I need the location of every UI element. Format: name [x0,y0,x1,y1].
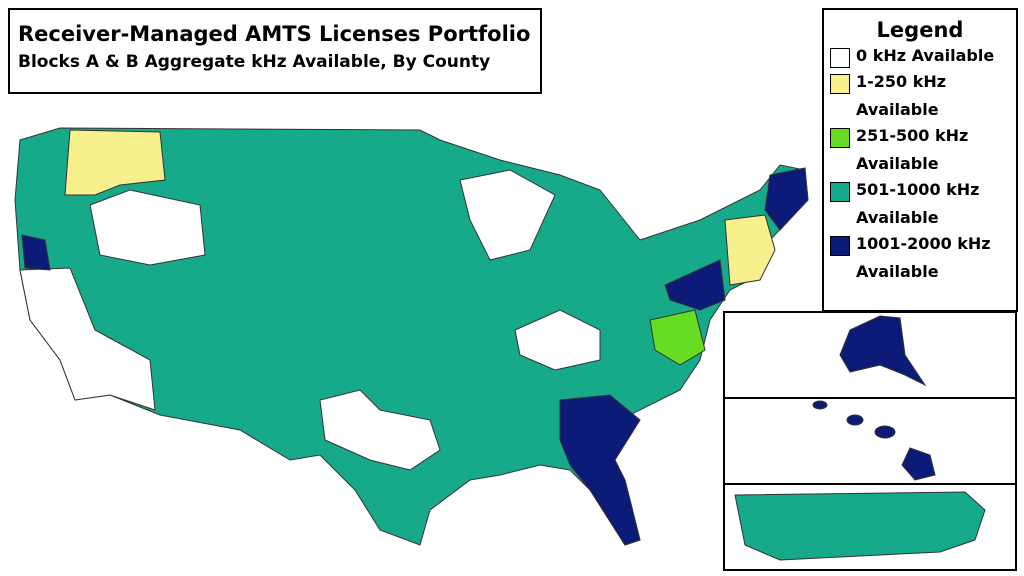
region-oregon [21,234,51,271]
region-texas [319,389,441,471]
island [874,425,896,439]
title-box: Receiver-Managed AMTS Licenses Portfolio… [8,8,542,94]
region-idaho [89,189,206,266]
region-northeast [664,259,726,311]
inset-hawaii [723,397,1017,485]
legend-label: 1001-2000 kHz Available [856,234,991,281]
legend-title: Legend [876,18,964,42]
legend-swatch [830,236,850,256]
legend-item: 1-250 kHz Available [830,72,1010,124]
legend-swatch [830,128,850,148]
region-wisconsin [459,169,556,261]
region-mid-atlantic [649,309,706,366]
alaska [839,315,927,387]
legend-label: 501-1000 kHz Available [856,180,980,227]
region-new-england [724,214,776,286]
legend-label: 1-250 kHz Available [856,72,947,119]
island [846,414,864,426]
region-northwest [64,129,166,196]
legend: Legend 0 kHz Available 1-250 kHz Availabl… [822,8,1018,312]
puerto-rico [734,491,986,561]
legend-item: 0 kHz Available [830,46,1010,70]
legend-swatch [830,182,850,202]
legend-items: 0 kHz Available 1-250 kHz Available 251-50… [830,46,1010,286]
subtitle: Blocks A & B Aggregate kHz Available, By… [18,52,491,72]
legend-label: 251-500 kHz Available [856,126,969,173]
region-california [19,267,156,411]
region-southeast [559,394,641,546]
legend-item: 1001-2000 kHz Available [830,234,1010,286]
region-kentucky [514,309,601,371]
legend-swatch [830,74,850,94]
island [901,447,936,481]
island [812,400,828,410]
region-maine [764,167,809,231]
hawaii [812,400,936,481]
legend-swatch [830,48,850,68]
title: Receiver-Managed AMTS Licenses Portfolio [18,22,531,46]
legend-label: 0 kHz Available [856,46,995,65]
legend-item: 251-500 kHz Available [830,126,1010,178]
legend-item: 501-1000 kHz Available [830,180,1010,232]
